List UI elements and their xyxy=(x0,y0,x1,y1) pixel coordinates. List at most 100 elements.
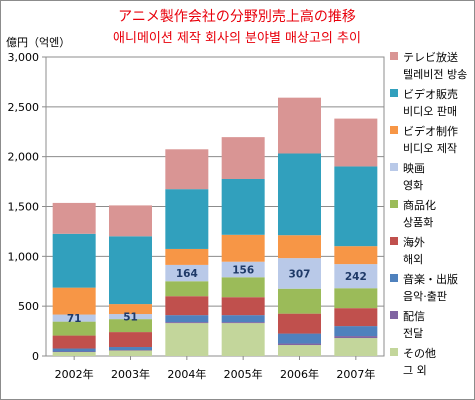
bar-segment xyxy=(334,264,378,289)
legend-swatch xyxy=(390,89,398,97)
legend-swatch xyxy=(390,126,398,134)
y-tick-label: 0 xyxy=(32,350,39,363)
bar-segment xyxy=(221,137,265,179)
bar-segment xyxy=(52,233,96,288)
legend-label-ko: 음악·출판 xyxy=(403,290,447,303)
bar-segment xyxy=(109,236,152,305)
bar-segment xyxy=(109,319,152,333)
x-tick-label: 2003年 xyxy=(111,367,150,381)
grid xyxy=(45,56,385,357)
bar-segment xyxy=(334,166,378,247)
bar-segment xyxy=(221,178,265,235)
bar-segment xyxy=(165,296,209,316)
bar-segment xyxy=(221,297,265,316)
bar-segment xyxy=(165,248,209,265)
bar-segment xyxy=(278,153,321,236)
bar-segment xyxy=(334,338,378,356)
x-tick-label: 2007年 xyxy=(336,367,375,381)
legend-label: ビデオ制作 xyxy=(403,124,458,138)
axes: 0 500 1,000 1,500 2,000 2,500 3,000 2002年 2003年 2… xyxy=(8,51,376,381)
bar-segment xyxy=(52,352,96,356)
x-tick-label: 2002年 xyxy=(55,367,94,381)
bar-segment xyxy=(334,308,378,327)
bar-segment xyxy=(165,315,209,323)
legend-label: ビデオ販売 xyxy=(403,87,458,101)
legend-swatch xyxy=(390,200,398,208)
y-tick-label: 3,000 xyxy=(8,51,40,64)
bar-segment xyxy=(165,323,209,356)
bar-segment xyxy=(109,347,152,351)
y-tick-label: 500 xyxy=(18,300,39,313)
legend-label: その他 xyxy=(403,347,436,360)
bar-segment xyxy=(52,348,96,352)
bar-segment xyxy=(165,281,209,297)
legend-swatch xyxy=(390,237,398,245)
data-label: 242 xyxy=(345,271,367,283)
bar-segment xyxy=(334,288,378,309)
data-label: 71 xyxy=(67,313,82,325)
bar-segment xyxy=(278,288,321,314)
bar-segment xyxy=(334,326,378,337)
bar-segment xyxy=(109,314,152,320)
y-axis-label: 億円（억엔） xyxy=(6,36,70,49)
bar-segment xyxy=(334,118,378,167)
chart-subtitle: 애니메이션 제작 회사의 분야별 매상고의 추이 xyxy=(113,31,361,46)
bar-segment xyxy=(221,315,265,323)
bar-segment xyxy=(109,332,152,348)
bar-segment xyxy=(109,205,152,237)
bar-segment xyxy=(52,287,96,315)
y-tick-label: 1,500 xyxy=(8,201,40,214)
bar-segment xyxy=(278,235,321,259)
bar-segment xyxy=(165,149,209,190)
x-tick-label: 2006年 xyxy=(280,367,319,381)
bar-segment xyxy=(52,202,96,234)
legend-label-ko: 전달 xyxy=(403,327,423,340)
legend-label-ko: 그 외 xyxy=(403,364,427,377)
legend-label-ko: 상품화 xyxy=(403,216,433,229)
x-tick-label: 2004年 xyxy=(167,367,206,381)
legend-label-ko: 비디오 제작 xyxy=(403,142,457,155)
legend-swatch xyxy=(390,311,398,319)
data-label: 164 xyxy=(176,268,198,280)
bar-segment xyxy=(278,97,321,154)
bar-segment xyxy=(278,343,321,346)
bar-segment xyxy=(334,246,378,265)
data-label: 156 xyxy=(232,264,254,276)
bars xyxy=(52,97,378,356)
data-label: 51 xyxy=(123,312,138,324)
legend-label-ko: 해외 xyxy=(403,252,423,266)
bar-segment xyxy=(278,313,321,334)
legend-label: テレビ放送 xyxy=(403,50,458,64)
legend-swatch xyxy=(390,348,398,356)
chart-title: アニメ製作会社の分野別売上高の推移 xyxy=(118,8,356,25)
legend-label-ko: 비디오 판매 xyxy=(403,105,457,118)
bar-segment xyxy=(52,321,96,336)
bar-segment xyxy=(221,261,265,278)
legend-label: 海外 xyxy=(403,235,425,249)
legend: テレビ放送 텔레비전 방송 ビデオ販売 비디오 판매 ビデオ制作 비디오 제작 映画 영화 商品… xyxy=(390,50,467,377)
legend-label-ko: 텔레비전 방송 xyxy=(403,68,467,81)
data-labels: 71 51 164 156 307 242 xyxy=(67,264,367,325)
legend-swatch xyxy=(390,52,398,60)
bar-segment xyxy=(278,333,321,344)
y-tick-label: 1,000 xyxy=(8,250,40,263)
legend-swatch xyxy=(390,274,398,282)
bar-segment xyxy=(165,264,209,282)
bar-segment xyxy=(278,345,321,356)
legend-label: 配信 xyxy=(403,310,425,323)
legend-swatch xyxy=(390,163,398,171)
bar-segment xyxy=(278,258,321,289)
data-label: 307 xyxy=(289,268,311,280)
bar-segment xyxy=(52,335,96,349)
y-tick-label: 2,000 xyxy=(8,151,40,164)
bar-segment xyxy=(52,314,96,322)
bar-segment xyxy=(221,322,265,324)
bar-segment xyxy=(109,304,152,315)
legend-label: 映画 xyxy=(403,162,425,175)
bar-segment xyxy=(334,336,378,339)
legend-label-ko: 영화 xyxy=(403,179,423,192)
legend-label: 商品化 xyxy=(403,198,436,212)
bar-segment xyxy=(221,277,265,298)
